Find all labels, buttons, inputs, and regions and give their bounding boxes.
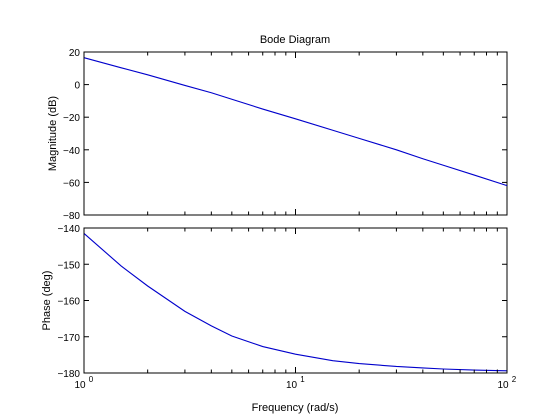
frequency-x-tick-label: 10 (74, 380, 86, 391)
frequency-x-tick-label: 10 (497, 380, 509, 391)
frequency-x-tick-exponent: 1 (300, 375, 305, 384)
magnitude-plot-frame (83, 51, 508, 216)
frequency-x-tick-exponent: 2 (512, 375, 517, 384)
magnitude-y-axis-label: Magnitude (dB) (47, 96, 59, 171)
magnitude-series-line (83, 57, 508, 187)
phase-y-tick-label: −140 (57, 224, 80, 235)
phase-series-line (83, 233, 508, 372)
phase-y-tick-label: −160 (57, 297, 80, 308)
magnitude-y-tick-label: −20 (63, 113, 80, 124)
magnitude-y-tick-label: −80 (63, 211, 80, 222)
magnitude-y-tick-label: 0 (74, 81, 80, 92)
phase-plot-frame (83, 227, 508, 374)
phase-y-tick-label: −180 (57, 369, 80, 380)
magnitude-axes: 20 0 −20 −40 −60 −80 Bode Diagram Magnitude (… (47, 34, 508, 222)
phase-y-tick-label: −170 (57, 333, 80, 344)
magnitude-y-tick-label: 20 (69, 48, 81, 59)
magnitude-y-tick-label: −40 (63, 146, 80, 157)
chart-title: Bode Diagram (260, 34, 330, 46)
magnitude-curve-layer (83, 57, 508, 187)
phase-curve-layer (83, 233, 508, 372)
magnitude-y-tick-label: −60 (63, 178, 80, 189)
frequency-x-tick-label: 10 (286, 380, 298, 391)
phase-y-axis-label: Phase (deg) (41, 271, 53, 331)
frequency-x-axis-label: Frequency (rad/s) (252, 402, 339, 414)
phase-y-tick-label: −150 (57, 260, 80, 271)
magnitude-ticks: 20 0 −20 −40 −60 −80 (63, 48, 508, 222)
frequency-x-tick-exponent: 0 (89, 375, 94, 384)
